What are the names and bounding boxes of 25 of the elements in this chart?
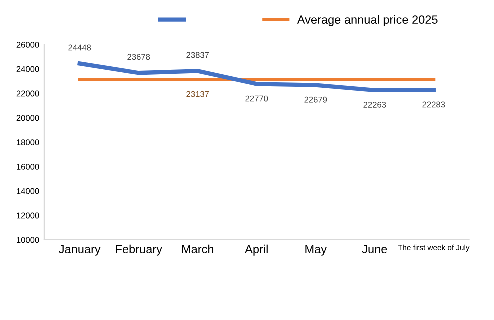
data-label: 22770 [246, 96, 268, 102]
y-tick-label: 12000 [17, 212, 40, 219]
data-label: 24448 [68, 44, 92, 51]
x-tick-label: June [362, 245, 388, 254]
data-label: 22679 [304, 96, 328, 103]
data-label: 22283 [422, 102, 446, 108]
data-label: 23678 [128, 54, 150, 60]
y-tick-label: 26000 [16, 42, 40, 48]
data-label: 23137 [186, 91, 210, 98]
y-tick-label: 16000 [17, 164, 40, 170]
line-series [78, 62, 436, 92]
data-label: 23837 [186, 52, 210, 58]
legend-label: Average annual price 2025 [297, 15, 438, 26]
y-tick-label: 10000 [17, 237, 40, 244]
y-tick-label: 24000 [16, 66, 40, 72]
x-tick-label: January [59, 245, 101, 256]
y-tick-label: 14000 [17, 188, 40, 194]
x-tick-label: February [116, 244, 162, 256]
x-tick-label: March [182, 244, 214, 254]
y-tick-label: 18000 [17, 140, 40, 146]
x-tick-label: April [245, 244, 268, 256]
data-label: 22263 [364, 102, 386, 108]
y-tick-label: 22000 [16, 90, 40, 97]
x-tick-label: May [306, 245, 328, 256]
y-tick-label: 20000 [16, 115, 40, 122]
